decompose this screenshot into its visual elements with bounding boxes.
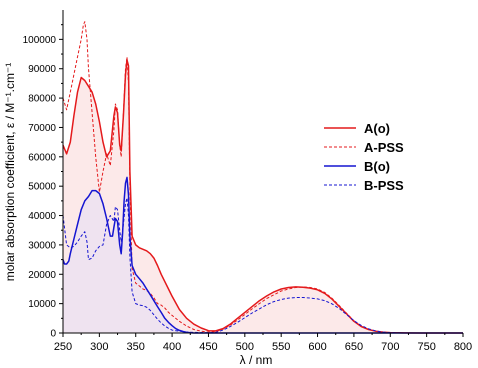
- y-tick-label-20000: 20000: [28, 270, 56, 281]
- y-tick-label-50000: 50000: [28, 182, 56, 193]
- x-tick-label-700: 700: [381, 341, 399, 353]
- y-tick-label-60000: 60000: [28, 152, 56, 163]
- x-tick-label-350: 350: [127, 341, 145, 353]
- legend-label-2: B(o): [364, 159, 390, 174]
- x-tick-label-450: 450: [199, 341, 217, 353]
- legend-label-0: A(o): [364, 121, 390, 136]
- x-tick-label-550: 550: [272, 341, 290, 353]
- x-tick-label-500: 500: [236, 341, 254, 353]
- y-tick-label-100000: 100000: [23, 35, 57, 46]
- legend: A(o) A-PSS B(o) B-PSS: [324, 121, 404, 193]
- legend-label-3: B-PSS: [364, 178, 404, 193]
- x-tick-label-250: 250: [54, 341, 72, 353]
- y-tick-label-80000: 80000: [28, 94, 56, 105]
- x-tick-label-300: 300: [90, 341, 108, 353]
- ticks: 250 300 350 400 450 500 550 600 650 700 750 800 0 100…: [23, 24, 472, 353]
- series-fills: [63, 59, 463, 334]
- series-line-1: [62, 21, 463, 334]
- series-line-0: [62, 59, 463, 334]
- y-tick-label-40000: 40000: [28, 211, 56, 222]
- x-tick-label-400: 400: [163, 341, 181, 353]
- y-axis-title: molar absorption coefficient, ε / M⁻¹.cm…: [3, 63, 17, 282]
- y-tick-label-10000: 10000: [28, 299, 56, 310]
- x-tick-label-750: 750: [417, 341, 435, 353]
- y-tick-label-90000: 90000: [28, 64, 56, 75]
- y-tick-label-30000: 30000: [28, 240, 56, 251]
- x-tick-label-600: 600: [308, 341, 326, 353]
- legend-label-1: A-PSS: [364, 140, 404, 155]
- series-line-3: [62, 197, 463, 334]
- x-tick-label-650: 650: [345, 341, 363, 353]
- x-tick-label-800: 800: [454, 341, 472, 353]
- x-axis-title: λ / nm: [240, 353, 273, 367]
- series-fill-2: [63, 177, 463, 333]
- y-tick-label-70000: 70000: [28, 123, 56, 134]
- y-tick-label-0: 0: [50, 329, 56, 340]
